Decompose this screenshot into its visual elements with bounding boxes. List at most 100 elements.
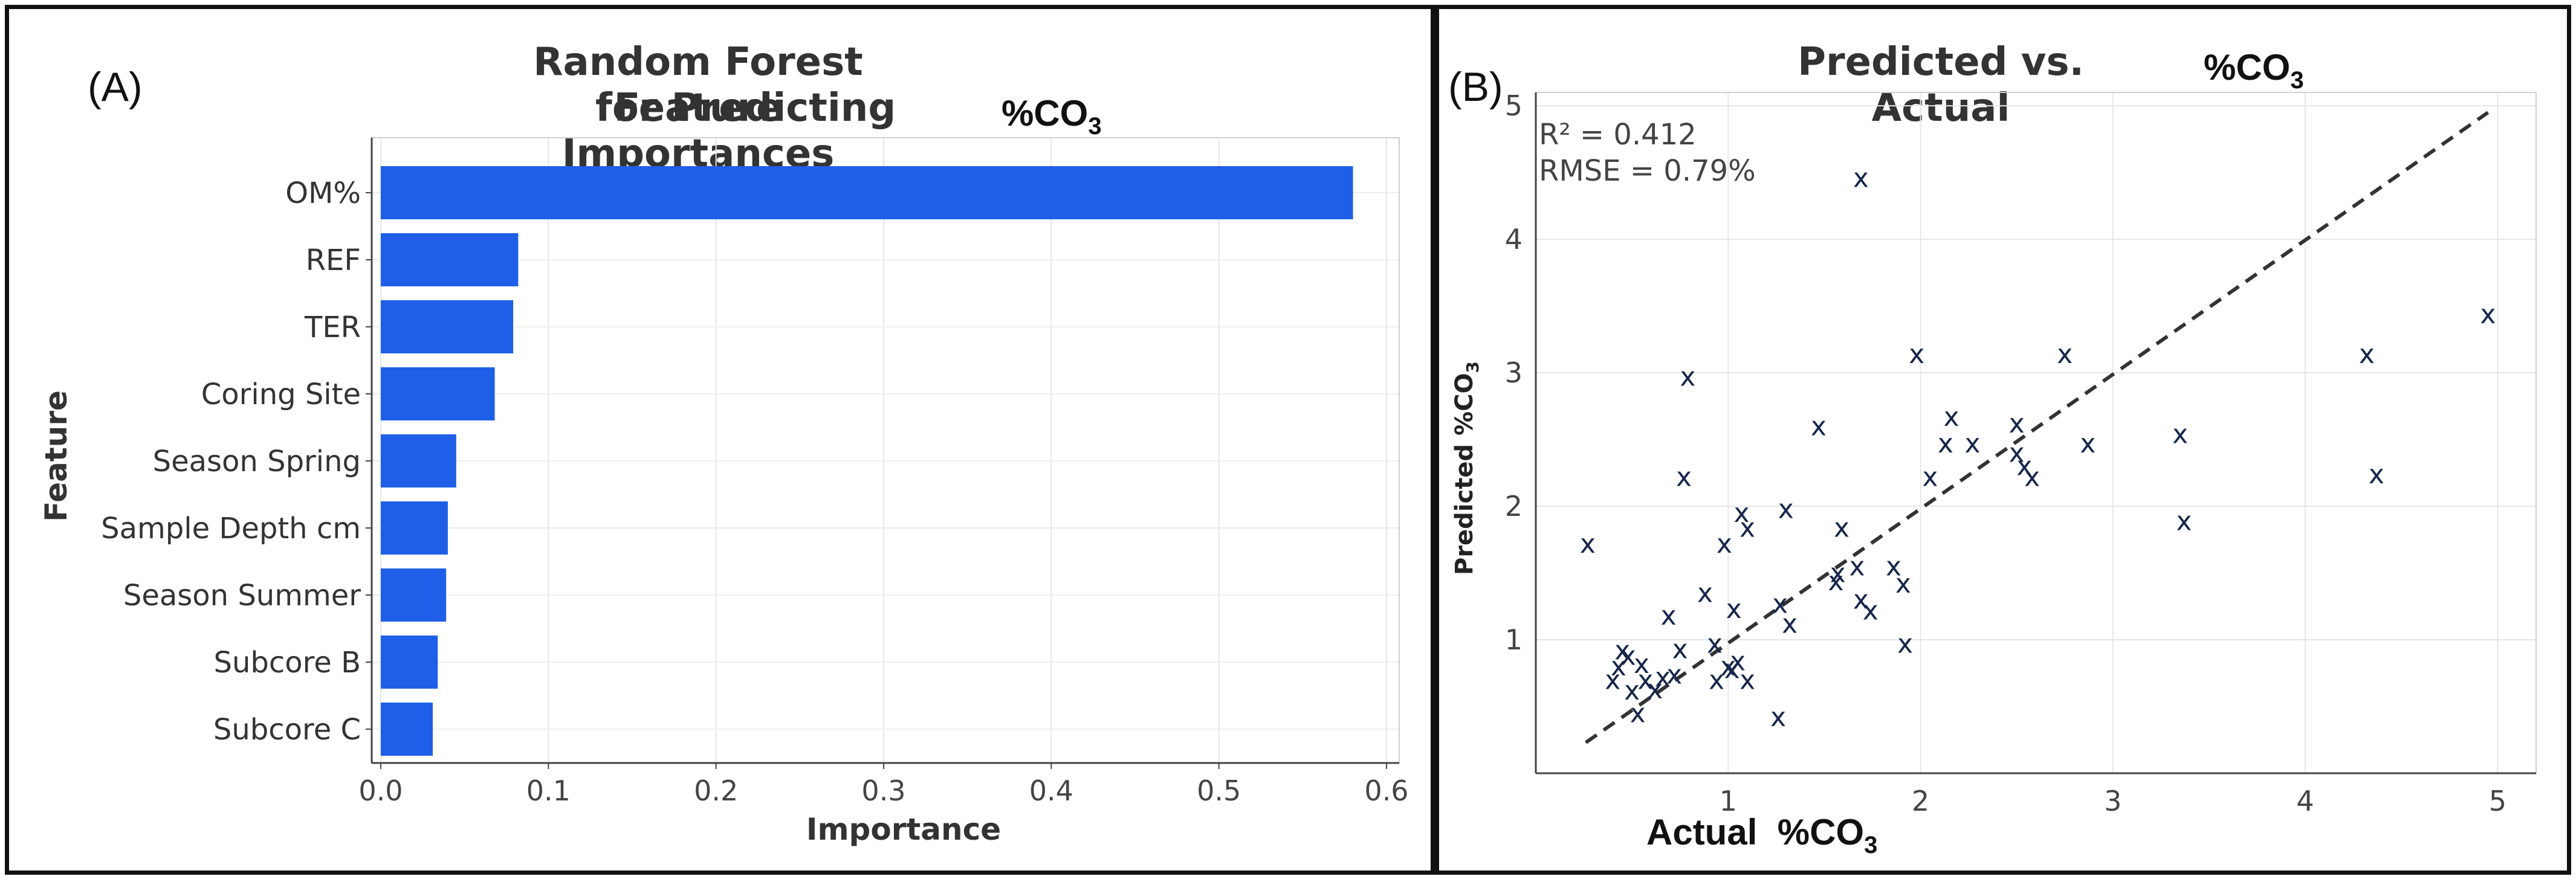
data-point: x <box>1849 551 1865 582</box>
x-axis-label: Importance <box>806 812 1001 847</box>
data-point: x <box>1811 411 1827 442</box>
category-label: TER <box>304 311 361 344</box>
data-point: x <box>1922 462 1938 492</box>
panel-a-title-co3-sub: 3 <box>1088 113 1102 140</box>
data-point: x <box>1661 600 1677 631</box>
r2-annotation: R² = 0.412 <box>1539 118 1697 152</box>
panel-b-xlabel: Actual %CO3 <box>1646 811 1877 859</box>
category-label: Subcore C <box>213 713 361 747</box>
category-label: Season Spring <box>153 445 361 478</box>
data-point: x <box>1778 494 1794 524</box>
data-point: x <box>2359 339 2375 370</box>
plot-frame <box>371 137 1400 764</box>
x-tick-label: 2 <box>1912 785 1929 817</box>
data-point: x <box>1853 585 1869 616</box>
panel-b-xlabel-co3: %CO <box>1777 812 1865 852</box>
data-point: x <box>2172 419 2188 450</box>
data-point: x <box>1620 641 1636 672</box>
bar <box>381 367 495 420</box>
bar <box>381 300 514 353</box>
category-label: Season Summer <box>123 579 361 613</box>
panel-a: (A) Random Forest Feature Importances fo… <box>5 5 1435 875</box>
data-point: x <box>1770 702 1786 733</box>
data-point: x <box>2080 428 2095 459</box>
data-point: x <box>1655 662 1671 693</box>
data-point: x <box>1886 551 1901 582</box>
x-tick-label: 0.1 <box>526 774 571 807</box>
y-tick-label: 2 <box>1505 490 1523 523</box>
data-point: x <box>1637 665 1653 695</box>
data-point: x <box>2024 462 2040 492</box>
y-tick-label: 3 <box>1505 356 1523 389</box>
data-point: x <box>1834 512 1849 543</box>
y-axis-label-sub: 3 <box>1463 361 1483 373</box>
data-point: x <box>1726 594 1742 625</box>
data-point: x <box>1614 636 1630 666</box>
x-tick-label: 1 <box>1720 785 1737 817</box>
data-point: x <box>1895 568 1911 599</box>
bar <box>381 636 438 689</box>
panel-b-letter: (B) <box>1448 64 1503 110</box>
y-axis-label: Predicted %CO3 <box>1451 361 1483 575</box>
panel-b-title-co3-sub: 3 <box>2290 67 2304 94</box>
data-point: x <box>1630 698 1646 729</box>
data-point: x <box>1828 566 1843 597</box>
panel-a-title-co3-text: %CO <box>1002 93 1089 134</box>
data-point: x <box>1707 629 1723 660</box>
x-tick-label: 5 <box>2489 785 2506 817</box>
y-axis-label-text: Predicted %CO <box>1451 373 1478 575</box>
data-point: x <box>1772 588 1788 619</box>
data-point: x <box>1853 163 1869 193</box>
bar <box>381 568 447 622</box>
data-point: x <box>1666 659 1682 690</box>
category-label: Sample Depth cm <box>101 512 361 545</box>
data-point: x <box>1605 665 1620 695</box>
y-tick-label: 1 <box>1505 623 1523 656</box>
data-point: x <box>1830 558 1846 589</box>
y-tick-label: 4 <box>1505 223 1523 256</box>
data-point: x <box>2057 339 2073 370</box>
reference-line <box>1585 111 2490 744</box>
bar <box>381 233 519 286</box>
data-point: x <box>2176 506 2192 536</box>
data-point: x <box>1938 428 1953 459</box>
category-label: Coring Site <box>201 378 361 411</box>
data-point: x <box>2480 299 2496 330</box>
category-label: Subcore B <box>213 646 361 680</box>
x-tick-label: 0.5 <box>1197 774 1241 807</box>
category-label: REF <box>306 243 361 277</box>
panel-b-title-co3-text: %CO <box>2204 47 2291 88</box>
panel-b-xlabel-text: Actual <box>1646 812 1758 852</box>
panel-a-title-co3: %CO3 <box>1002 92 1102 140</box>
data-point: x <box>1943 402 1959 433</box>
x-tick-label: 0.0 <box>358 774 403 807</box>
data-point: x <box>1647 674 1663 705</box>
data-point: x <box>1680 362 1695 393</box>
data-point: x <box>1730 646 1746 677</box>
data-point: x <box>1624 675 1640 706</box>
data-point: x <box>1734 498 1750 529</box>
bar <box>381 434 456 488</box>
data-point: x <box>1634 649 1649 680</box>
data-point: x <box>1897 629 1913 660</box>
x-tick-label: 0.4 <box>1029 774 1073 807</box>
data-point: x <box>1672 634 1688 665</box>
bar-chart: 0.0 0.1 0.2 0.3 0.4 0.5 0.6 OM% REF TER Coring Sit… <box>39 137 1409 847</box>
x-tick-label: 4 <box>2296 785 2314 817</box>
data-point: x <box>2009 408 2025 439</box>
panel-a-letter: (A) <box>88 64 143 110</box>
data-point: x <box>2369 459 2384 490</box>
bar <box>381 166 1353 219</box>
bar <box>381 703 433 756</box>
panel-a-title-line2: for Predicting <box>595 86 896 130</box>
x-tick-label: 3 <box>2104 785 2121 817</box>
panel-b-title: Predicted vs. Actual <box>1798 40 2084 130</box>
data-point: x <box>1739 665 1755 695</box>
data-point: x <box>1909 339 1924 370</box>
x-tick-label: 0.3 <box>861 774 905 807</box>
data-point: x <box>1580 529 1596 559</box>
data-point: x <box>2016 451 2032 482</box>
panel-b-xlabel-sub: 3 <box>1864 832 1878 858</box>
bar <box>381 501 448 555</box>
panel-b: (B) Predicted vs. Actual %CO3 R² = 0.412… <box>1435 5 2571 875</box>
